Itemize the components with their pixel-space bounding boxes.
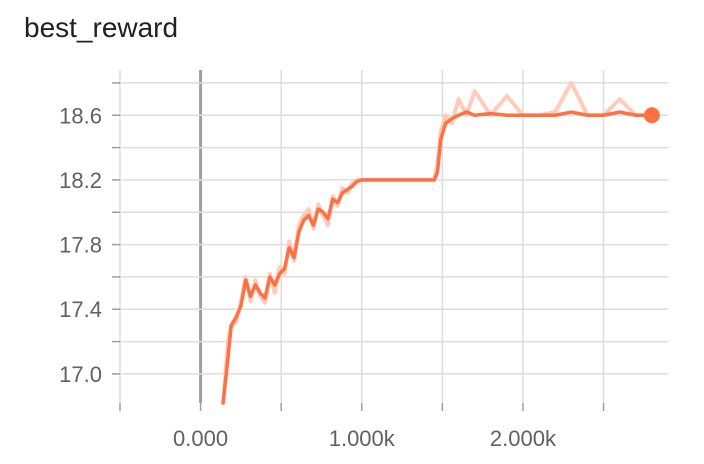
x-tick-label: 0.000: [173, 426, 228, 451]
smoothed-series-line: [221, 110, 654, 405]
y-tick-label: 17.4: [59, 297, 102, 322]
y-tick-label: 17.8: [59, 233, 102, 258]
last-point-marker: [643, 107, 660, 124]
y-tick-label: 18.6: [59, 103, 102, 128]
x-tick-label: 1.000k: [329, 426, 396, 451]
y-tick-label: 18.2: [59, 168, 102, 193]
smooth-layer: [221, 107, 660, 405]
x-tick-label: 2.000k: [490, 426, 557, 451]
raw-series-line: [221, 80, 654, 405]
grid: [119, 70, 668, 403]
raw-layer: [221, 80, 654, 405]
chart-title: best_reward: [24, 12, 179, 43]
ticks: 17.0 17.4 17.8 18.2 18.6 0.000 1.000k 2.000k: [59, 82, 605, 451]
y-tick-label: 17.0: [59, 362, 102, 387]
